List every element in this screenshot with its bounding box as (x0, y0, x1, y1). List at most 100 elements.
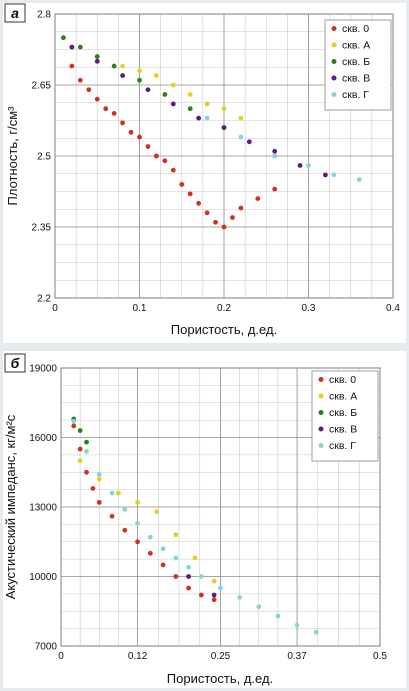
data-point (237, 594, 243, 600)
data-point (198, 574, 204, 579)
data-point (230, 215, 235, 220)
data-point (272, 186, 278, 192)
data-point (145, 144, 151, 149)
data-point (211, 592, 217, 598)
data-point (218, 585, 223, 591)
data-point (69, 63, 75, 69)
data-point (94, 96, 100, 102)
data-point (179, 182, 185, 187)
y-axis-title: Плотность, г/см³ (5, 106, 20, 206)
data-point (170, 82, 176, 88)
data-point (323, 172, 328, 178)
x-tick-label: 0.4 (386, 303, 400, 314)
legend-entry: скв. Б (329, 407, 357, 419)
legend-marker (318, 443, 324, 448)
data-point (84, 439, 89, 445)
data-point (204, 115, 210, 121)
data-point (238, 115, 244, 121)
y-tick-label: 2.2 (37, 294, 51, 305)
panel-b: 0 0.12 0.25 0.37 0.5 7000 10000 13000 16000 1900… (3, 351, 406, 688)
x-tick-labels: 0 0.12 0.25 0.37 0.5 (58, 651, 387, 662)
legend-entry: скв. Б (342, 56, 370, 68)
panel-label: б (11, 355, 20, 371)
data-point (356, 177, 362, 183)
data-point (297, 163, 303, 168)
legend-marker (318, 377, 324, 382)
data-point (147, 550, 153, 556)
x-tick-label: 0.3 (302, 303, 316, 314)
data-point (116, 490, 121, 496)
data-point (196, 115, 202, 121)
data-point (192, 555, 198, 561)
data-point (90, 486, 96, 491)
data-point (137, 77, 142, 83)
x-tick-label: 0 (58, 651, 64, 662)
data-point (120, 63, 125, 69)
y-tick-labels: 2.2 2.35 2.5 2.65 2.8 (32, 10, 52, 305)
x-tick-label: 0 (52, 303, 58, 314)
x-tick-labels: 0 0.1 0.2 0.3 0.4 (52, 303, 400, 314)
data-point (238, 134, 244, 140)
data-point (170, 167, 176, 173)
legend-entry: скв. Г (342, 89, 369, 101)
legend-marker (318, 426, 324, 432)
data-point (173, 532, 179, 538)
data-point (84, 469, 89, 475)
data-point (137, 134, 142, 140)
data-point (154, 73, 159, 78)
data-point (255, 196, 261, 202)
data-point (221, 224, 227, 230)
data-point (122, 527, 128, 533)
data-point (77, 446, 83, 452)
data-point (94, 58, 100, 64)
legend-marker (331, 92, 337, 97)
data-points (61, 35, 362, 230)
data-point (61, 35, 66, 41)
data-point (135, 539, 140, 545)
data-point (196, 200, 202, 206)
data-point (272, 148, 278, 154)
data-point (94, 54, 100, 59)
legend-items: скв. 0 скв. А скв. Б скв. В скв. Г (318, 374, 357, 452)
x-tick-label: 0.5 (373, 651, 387, 662)
data-point (111, 111, 117, 116)
x-tick-label: 0.1 (133, 303, 147, 314)
data-point (256, 604, 262, 610)
data-point (162, 158, 168, 164)
x-axis-title: Пористость, д.ед. (171, 322, 277, 337)
data-point (246, 139, 252, 145)
data-points (71, 416, 319, 635)
legend-entry: скв. А (342, 40, 370, 52)
data-point (306, 163, 311, 168)
data-point (137, 68, 142, 74)
data-point (198, 592, 204, 598)
data-point (69, 44, 75, 50)
legend: скв. 0 скв. А скв. Б скв. В скв. Г (311, 370, 379, 462)
data-point (145, 87, 151, 93)
legend-items: скв. 0 скв. А скв. Б скв. В скв. Г (331, 23, 370, 101)
x-tick-label: 0.25 (211, 651, 231, 662)
data-point (173, 555, 179, 561)
legend-marker (331, 75, 337, 81)
panel-label-box (4, 3, 26, 23)
y-tick-label: 2.5 (37, 152, 51, 163)
legend-entry: скв. А (329, 391, 357, 403)
data-point (96, 472, 102, 477)
data-point (221, 125, 227, 130)
data-point (96, 476, 102, 482)
legend-marker (318, 393, 324, 399)
y-tick-label: 19000 (29, 364, 57, 375)
legend-marker (331, 59, 337, 64)
data-point (221, 106, 227, 112)
data-point (186, 574, 192, 579)
panel-a: 0 0.1 0.2 0.3 0.4 2.2 2.35 2.5 2.65 2.8 Пористос… (3, 3, 406, 343)
data-point (120, 73, 125, 78)
y-tick-label: 2.65 (32, 81, 52, 92)
data-point (71, 418, 77, 424)
data-point (213, 219, 218, 225)
data-point (147, 534, 153, 540)
data-point (204, 210, 210, 216)
data-point (71, 423, 77, 429)
data-point (162, 92, 168, 97)
